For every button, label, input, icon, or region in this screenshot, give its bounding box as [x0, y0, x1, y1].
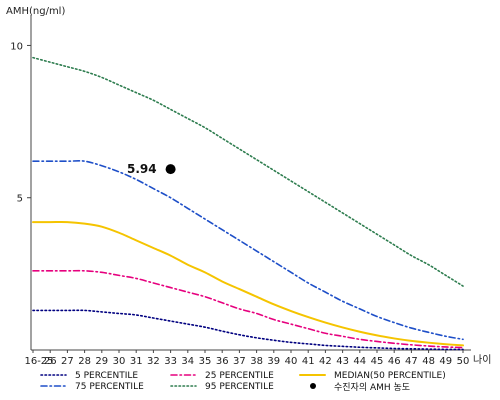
legend-label: 5 PERCENTILE — [75, 371, 138, 381]
x-tick-label: 37 — [233, 356, 246, 367]
patient-amh-value-label: 5.94 — [127, 162, 157, 176]
x-tick-label: 48 — [422, 356, 435, 367]
x-tick-label: 29 — [95, 356, 108, 367]
series-line-95-percentile — [32, 56, 464, 287]
x-tick-label: 32 — [147, 356, 160, 367]
x-tick-label: 43 — [336, 356, 349, 367]
x-tick-label: 40 — [285, 356, 298, 367]
legend-label: 75 PERCENTILE — [75, 382, 144, 392]
x-tick-label: 35 — [199, 356, 212, 367]
x-tick-label: 41 — [302, 356, 315, 367]
x-tick-label: 49 — [439, 356, 452, 367]
patient-amh-point — [165, 164, 176, 175]
x-tick-label: 30 — [113, 356, 126, 367]
x-tick-label: 47 — [405, 356, 418, 367]
x-tick-label: 16-25 — [24, 356, 53, 367]
x-tick-label: 42 — [319, 356, 332, 367]
x-tick-label: 50 — [457, 356, 470, 367]
x-tick-label: 39 — [267, 356, 280, 367]
x-tick-label: 44 — [353, 356, 366, 367]
x-axis-title: 나이 — [473, 354, 491, 366]
legend-point-marker — [310, 383, 316, 389]
series-line-5-percentile — [32, 309, 464, 351]
x-tick-label: 38 — [250, 356, 263, 367]
x-tick-label: 27 — [61, 356, 74, 367]
legend-label: 수진자의 AMH 농도 — [334, 382, 410, 393]
x-tick-label: 36 — [216, 356, 229, 367]
x-tick-label: 46 — [388, 356, 401, 367]
legend-label: MEDIAN(50 PERCENTILE) — [334, 371, 446, 381]
x-tick-label: 34 — [181, 356, 194, 367]
y-tick-label: 5 — [17, 194, 23, 205]
legend-label: 25 PERCENTILE — [205, 371, 274, 381]
series-line-median-50-percentile — [32, 220, 464, 347]
legend-label: 95 PERCENTILE — [205, 382, 274, 392]
x-tick-label: 28 — [78, 356, 91, 367]
y-axis-title: AMH(ng/ml) — [6, 6, 65, 17]
x-tick-label: 26 — [44, 356, 57, 367]
legend: 5 PERCENTILE 25 PERCENTILE MEDIAN(50 PERCE… — [40, 371, 446, 393]
x-tick-label: 45 — [371, 356, 384, 367]
x-tick-label: 31 — [130, 356, 143, 367]
series-line-25-percentile — [32, 269, 464, 349]
series-line-75-percentile — [32, 160, 464, 341]
y-tick-label: 10 — [10, 41, 23, 52]
x-tick-label: 33 — [164, 356, 177, 367]
